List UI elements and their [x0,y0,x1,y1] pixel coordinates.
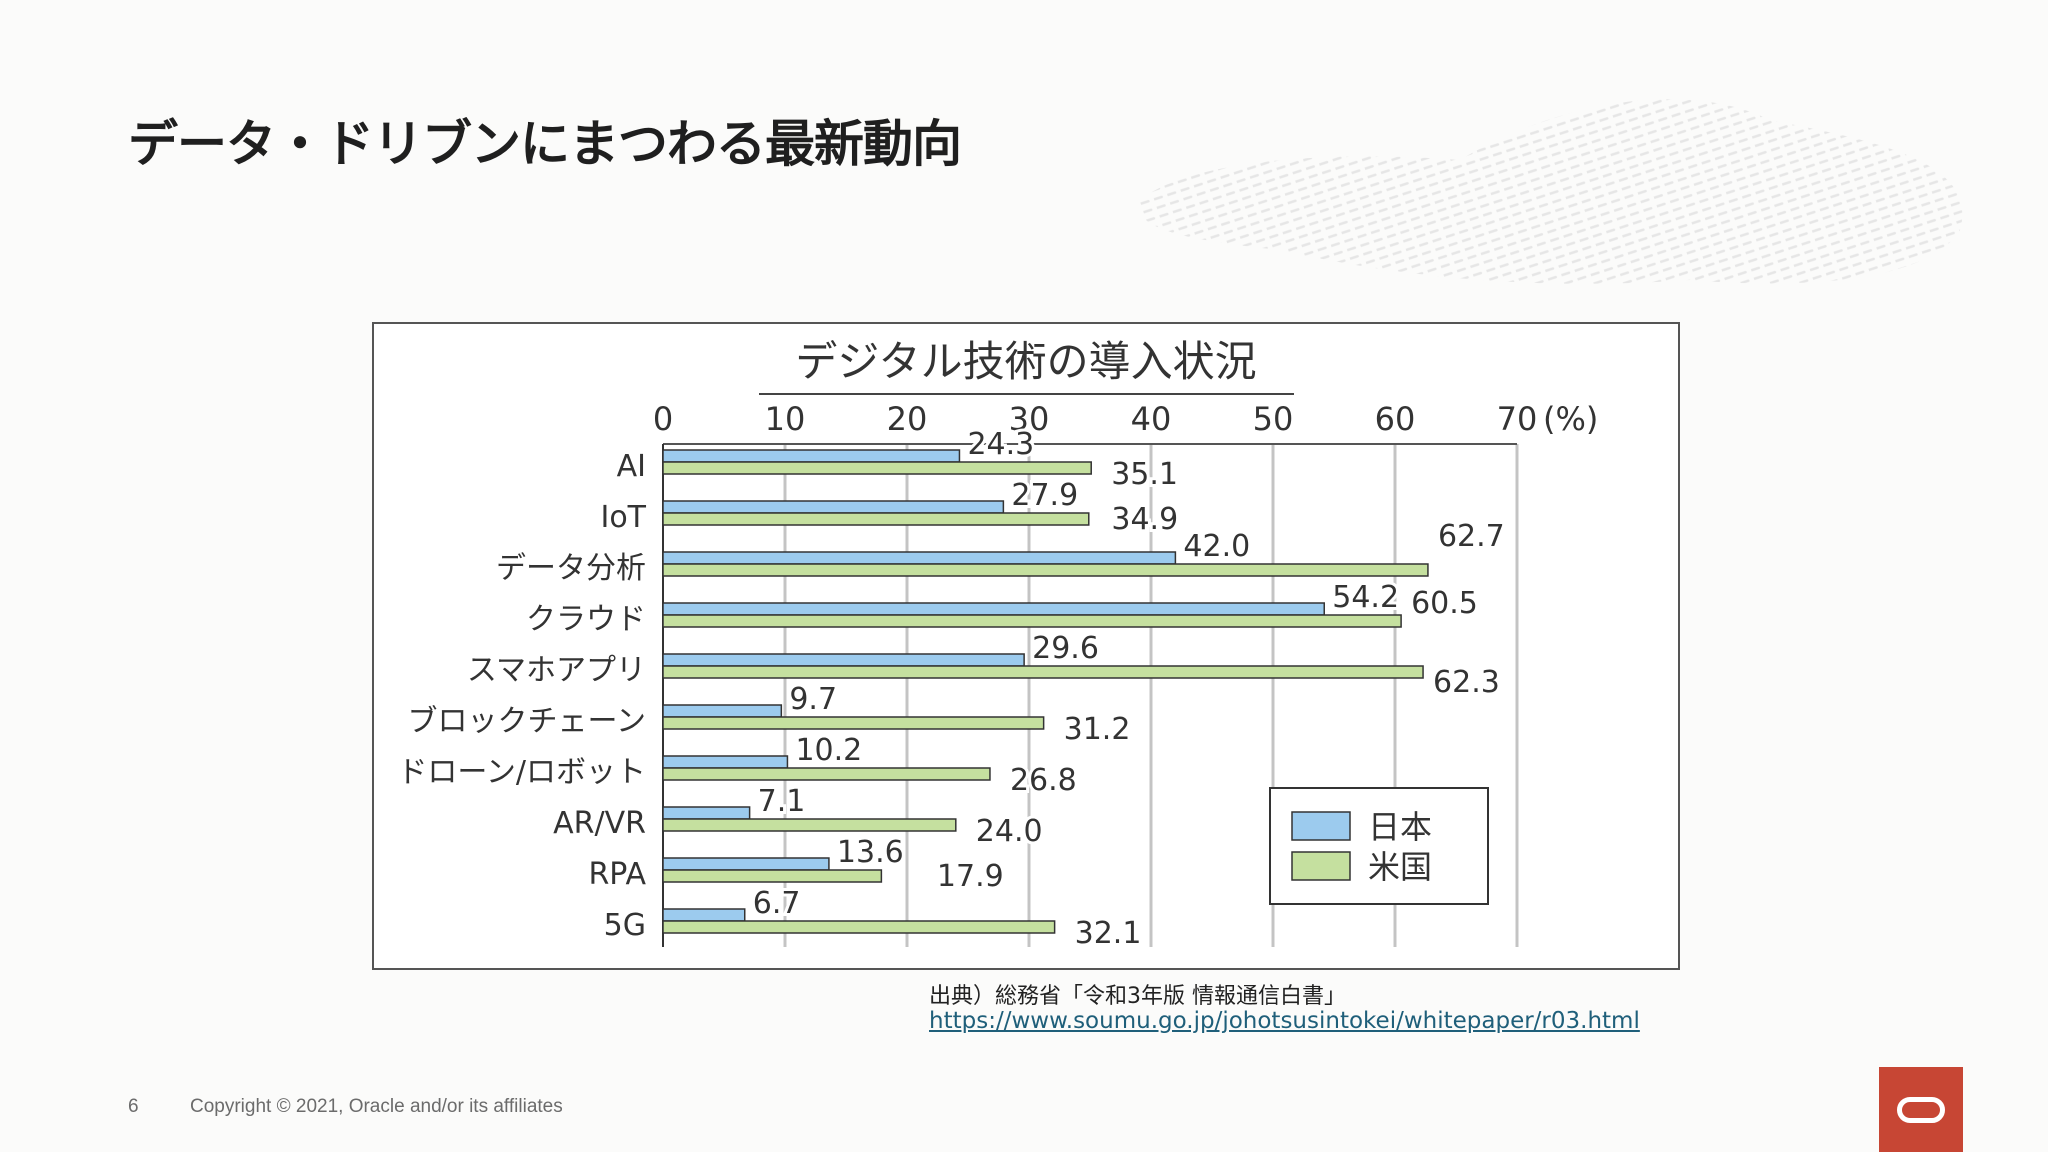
bar-usa [662,563,1429,577]
category-label: ブロックチェーン [408,704,647,739]
bar-japan [662,908,746,922]
source-citation: 出典）総務省「令和3年版 情報通信白書」 [929,984,1346,1009]
legend-swatch-japan [1291,811,1351,841]
slide-title: データ・ドリブンにまつわる最新動向 [128,115,962,173]
bar-usa [662,614,1402,628]
bar-usa [662,716,1045,730]
x-tick-label-10: 10 [765,400,806,438]
bar-japan [662,857,830,871]
bar-japan [662,500,1005,514]
value-label-usa: 31.2 [1064,712,1131,747]
logo-ring-icon [1897,1097,1945,1123]
bar-usa [662,512,1090,526]
value-label-usa: 24.0 [976,814,1043,849]
bar-japan [662,755,789,769]
value-label-japan: 6.7 [753,886,801,921]
source-link[interactable]: https://www.soumu.go.jp/johotsusintokei/… [929,1008,1640,1034]
value-label-japan: 7.1 [758,784,806,819]
category-label: 5G [604,908,646,943]
chart-title: デジタル技術の導入状況 [795,337,1256,386]
bar-chart: デジタル技術の導入状況 0 10 20 30 40 50 60 70 (%) AI 24.3 35.1 I… [397,337,1598,954]
bar-japan [662,551,1177,565]
value-label-japan: 10.2 [795,733,862,768]
x-tick-label-50: 50 [1253,400,1294,438]
copyright: Copyright © 2021, Oracle and/or its affi… [190,1096,563,1117]
bar-usa [662,818,957,832]
category-label: AR/VR [553,806,646,841]
category-label: データ分析 [496,551,646,586]
value-label-japan: 13.6 [837,835,904,870]
bar-japan [662,449,961,463]
category-label: IoT [600,500,646,535]
value-label-usa: 32.1 [1075,916,1142,951]
category-label: AI [617,449,646,484]
value-label-japan: 54.2 [1332,580,1399,615]
chart-frame: デジタル技術の導入状況 0 10 20 30 40 50 60 70 (%) AI 24.3 35.1 I… [372,322,1680,970]
page-number: 6 [128,1096,139,1117]
legend-label-usa: 米国 [1368,848,1432,886]
category-label: クラウド [526,602,646,637]
category-label: スマホアプリ [467,653,646,688]
value-label-japan: 9.7 [789,682,837,717]
legend-swatch-usa [1291,851,1351,881]
value-label-japan: 24.3 [967,427,1034,462]
value-label-usa: 62.3 [1433,665,1500,700]
oracle-logo [1879,1067,1963,1152]
x-tick-label-60: 60 [1375,400,1416,438]
bar-japan [662,653,1025,667]
category-label: RPA [588,857,646,892]
value-label-usa: 35.1 [1111,457,1178,492]
x-tick-label-40: 40 [1131,400,1172,438]
bar-usa [662,869,883,883]
value-label-japan: 29.6 [1032,631,1099,666]
bar-usa [662,665,1424,679]
value-label-japan: 42.0 [1183,529,1250,564]
bar-japan [662,602,1325,616]
x-tick-label-70: 70 [1497,400,1538,438]
bar-usa [662,767,991,781]
value-label-usa: 60.5 [1411,586,1478,621]
category-label: ドローン/ロボット [397,755,646,790]
bar-usa [662,920,1056,934]
legend-label-japan: 日本 [1368,808,1432,846]
value-label-usa: 17.9 [937,859,1004,894]
x-tick-label-20: 20 [887,400,928,438]
x-tick-label-0: 0 [653,400,673,438]
value-label-usa: 26.8 [1010,763,1077,798]
bar-japan [662,806,751,820]
decorative-texture [1138,99,1963,284]
value-label-usa: 62.7 [1438,519,1505,554]
value-label-usa: 34.9 [1111,502,1178,537]
x-unit-label: (%) [1543,400,1598,438]
x-tick-label-30: 30 [1009,400,1050,438]
bar-usa [662,461,1092,475]
bar-japan [662,704,783,718]
legend-box [1269,787,1489,905]
value-label-japan: 27.9 [1011,478,1078,513]
